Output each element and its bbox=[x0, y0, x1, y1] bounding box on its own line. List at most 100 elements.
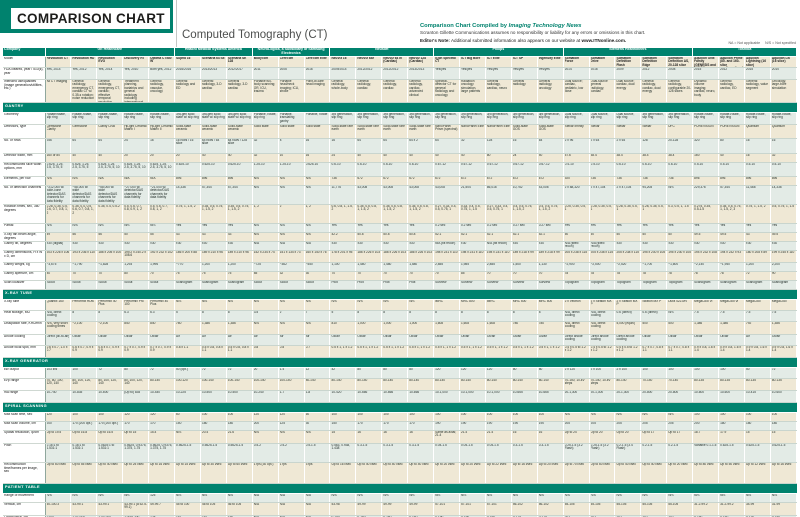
data-cell: 80-140 bbox=[511, 378, 538, 391]
data-cell: 0.25-1.5 (3.2 Flash) bbox=[589, 443, 616, 463]
data-cell: 86,016 bbox=[485, 185, 512, 205]
row-label: Rotation times, sec, 360 degrees bbox=[3, 204, 46, 224]
cell-text: 229,376 bbox=[694, 186, 706, 189]
cell-text: 80-140 bbox=[409, 379, 420, 382]
cell-text: 0.7 x 0.7, 0.9 x 0.9 bbox=[124, 346, 146, 353]
cell-text: 64 bbox=[435, 139, 439, 142]
cell-text: 8 bbox=[538, 311, 541, 314]
data-cell: 3rd generation, slip ring bbox=[355, 112, 383, 125]
cell-text: 64 bbox=[383, 139, 387, 142]
cell-text: 736 bbox=[590, 177, 596, 180]
cell-text: 1,200 bbox=[227, 263, 236, 266]
data-cell: 125 bbox=[278, 421, 305, 431]
data-cell: General radiology, cardiac, ED bbox=[718, 79, 745, 103]
data-cell: 15 bbox=[770, 430, 798, 444]
cell-text: 896 bbox=[745, 177, 752, 180]
data-cell: Up to 15 i/sec bbox=[174, 462, 201, 484]
data-cell: General radiology, 3-D cardiac bbox=[200, 79, 227, 103]
data-cell: 1 fps (30 opt.) bbox=[252, 462, 279, 484]
table-row: X-RAY GENERATOR bbox=[3, 357, 797, 368]
cell-text: 0.5 x 1, 1 x 1.2 bbox=[538, 346, 560, 349]
data-cell: 56 bbox=[70, 232, 98, 242]
cell-text: Scanogram bbox=[227, 281, 245, 284]
data-cell: Scout bbox=[96, 280, 124, 290]
cell-text: 64 bbox=[98, 139, 102, 142]
data-cell: 2013/2013 bbox=[407, 67, 435, 80]
data-cell: 736 bbox=[589, 176, 616, 186]
cell-text: 8 bbox=[98, 311, 101, 314]
data-cell: 10-665 bbox=[511, 390, 538, 403]
cell-text: 150 bbox=[331, 422, 337, 425]
data-cell: Dual source, slip ring bbox=[614, 112, 642, 125]
cell-text: Somatom Definition Edge bbox=[642, 57, 658, 67]
data-cell: 78 bbox=[614, 271, 642, 281]
data-cell: 31.2-99.2 bbox=[718, 502, 745, 516]
data-cell: N/S bbox=[614, 412, 642, 422]
cell-text: General radiology, configurable 20-128 s… bbox=[668, 80, 692, 94]
data-cell: N/S bbox=[304, 430, 331, 444]
data-cell: N/S bbox=[459, 493, 486, 503]
data-cell: iMRC bbox=[485, 299, 512, 311]
cell-text: Performix 40 Plus bbox=[150, 300, 169, 307]
cell-text: Dura 422-MV bbox=[668, 300, 688, 303]
data-cell: 780 bbox=[174, 321, 201, 335]
cell-text: 64 bbox=[357, 139, 361, 142]
data-cell: 80-135 bbox=[718, 378, 745, 391]
data-cell: 10-600 bbox=[770, 390, 798, 403]
data-cell: 0.25, 0.35, 0.5, 1 bbox=[563, 204, 590, 224]
data-cell: Scanogram bbox=[770, 280, 798, 290]
data-cell: 3rd generation, slip ring bbox=[537, 112, 564, 125]
data-cell: 0.625-1.5 bbox=[718, 443, 745, 463]
table-row: Range of movement N/S N/S N/S N/S 125 N/S N/S N/… bbox=[3, 493, 798, 503]
cell-text: 10-835 bbox=[72, 391, 83, 394]
disclaimer-text: Scranton Gillette Communications assumes… bbox=[420, 30, 646, 35]
cell-text: 80 bbox=[46, 272, 51, 275]
cell-text: 0.625-10 bbox=[176, 163, 189, 166]
cell-text: Scout bbox=[46, 281, 55, 284]
data-cell: 0.625-10 bbox=[174, 162, 201, 177]
cell-text: 53-98 bbox=[331, 503, 340, 506]
data-cell: 80, 100, 120, 140 bbox=[96, 378, 124, 391]
cell-text: 80-140 bbox=[305, 379, 316, 382]
table-row: mA range 10-740 10-835 10-600 (Up to) 835 10-… bbox=[3, 390, 798, 403]
data-cell: Scout bbox=[148, 280, 176, 290]
data-cell: N/A bbox=[304, 502, 331, 516]
data-cell: N/S bbox=[96, 223, 124, 233]
cell-text: Max scan volume, cm bbox=[4, 422, 36, 425]
cell-text: 792 bbox=[745, 322, 752, 325]
data-cell: Yes bbox=[744, 223, 771, 233]
vendor-group-header: NeuroLogica, a Subsidiary of Samsung Ele… bbox=[252, 48, 331, 57]
cell-text: N/A bbox=[253, 494, 260, 497]
cell-text: 0.35, 0.5, 0.75, 1, 1.5, 2 bbox=[227, 205, 250, 212]
cell-text: iCT SP bbox=[512, 57, 524, 60]
cell-text: 78 bbox=[642, 272, 646, 275]
data-cell: 0.6-10 bbox=[666, 162, 694, 177]
cell-text: Topogram bbox=[590, 281, 605, 284]
data-cell: 192 x 232 x 102 bbox=[148, 250, 176, 263]
cell-text: 10 bbox=[279, 154, 284, 157]
data-cell: 2011 bbox=[252, 67, 279, 80]
cell-text: Up to 16.5 bbox=[98, 431, 114, 434]
cell-text: Variable 0.1-1.5 bbox=[694, 444, 717, 447]
cell-text: 80 bbox=[538, 368, 543, 371]
cell-text: Hitachi Medical Systems America bbox=[184, 48, 242, 51]
cell-text: 125 bbox=[150, 494, 156, 497]
table-row: X-ray tube Quantix 160 Performix HDw Perfor… bbox=[3, 299, 798, 311]
cell-text: 0.27 sec bbox=[538, 224, 551, 227]
cell-text: 49.5 bbox=[694, 233, 701, 236]
data-cell: N/S bbox=[226, 299, 253, 311]
cell-text: Aquilion ONE Family (GENESIS and ViSION … bbox=[694, 57, 716, 67]
data-cell: Direct anode cooling bbox=[589, 334, 616, 346]
cell-text: N/S bbox=[201, 494, 208, 497]
row-label: Range of movement bbox=[3, 493, 46, 503]
cell-text: 100 bbox=[694, 368, 700, 371]
data-cell: N/S bbox=[252, 299, 279, 311]
data-cell: Somatom Drive bbox=[589, 56, 616, 68]
data-cell: N/A, direct cooling bbox=[589, 310, 616, 322]
cell-text: Yes/yes bbox=[435, 68, 447, 71]
cell-text: General radiology, cardiac, advanced cli… bbox=[409, 80, 424, 97]
cell-text: 7.5 bbox=[720, 311, 725, 314]
data-cell: 10-665 bbox=[537, 390, 564, 403]
cell-text: 20 bbox=[150, 154, 154, 157]
cell-text: Oil/air bbox=[538, 335, 548, 338]
